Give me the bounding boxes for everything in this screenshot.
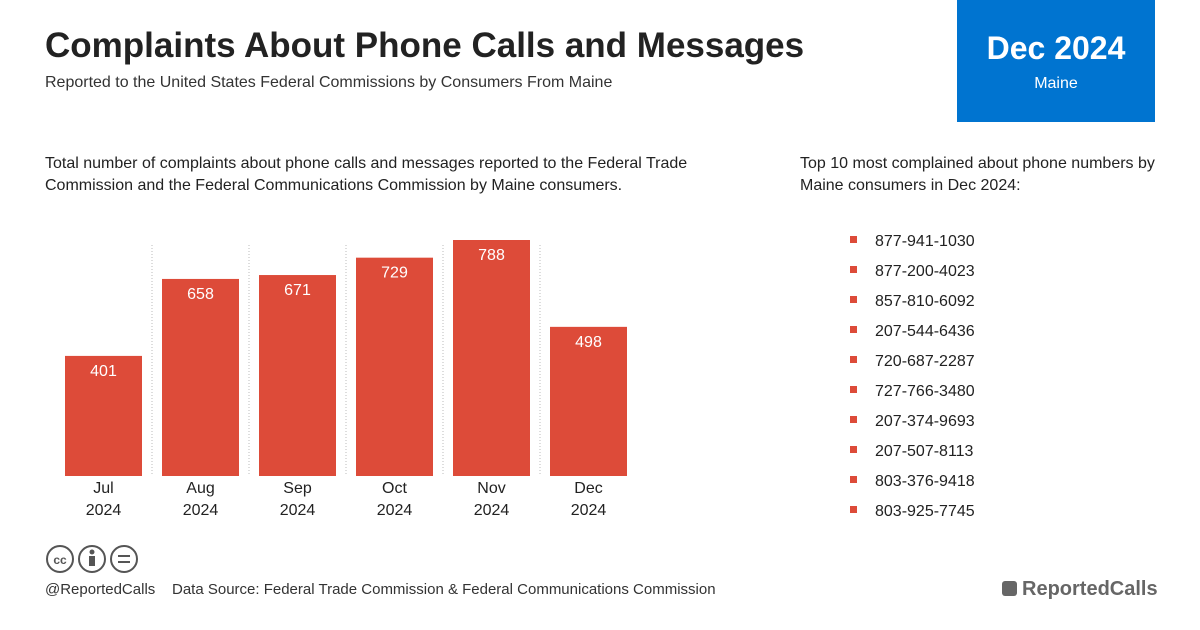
cc-icons: cc: [46, 545, 138, 573]
list-item: 803-376-9418: [850, 473, 975, 491]
badge-state: Maine: [1034, 75, 1078, 92]
phone-number: 877-941-1030: [875, 233, 975, 250]
x-tick-label: Nov 2024: [473, 480, 510, 519]
phone-number: 803-376-9418: [875, 473, 975, 490]
logo-icon: [1002, 581, 1017, 596]
list-item: 207-374-9693: [850, 413, 975, 431]
chart-description: Total number of complaints about phone c…: [45, 155, 688, 194]
list-item: 727-766-3480: [850, 383, 975, 401]
x-tick-label: Aug 2024: [182, 480, 219, 519]
bullet: [850, 446, 857, 454]
phone-number: 720-687-2287: [875, 353, 975, 370]
value-label: 658: [187, 286, 214, 303]
logo: ReportedCalls: [1002, 578, 1158, 601]
handle: @ReportedCalls: [45, 581, 156, 598]
bar: [162, 278, 239, 476]
x-tick-label: Dec 2024: [570, 480, 607, 519]
x-tick-label: Sep 2024: [279, 480, 316, 519]
phone-number: 857-810-6092: [875, 293, 975, 310]
bar: [259, 275, 336, 476]
bullet: [850, 476, 857, 484]
bar: [550, 326, 627, 476]
list-item: 720-687-2287: [850, 353, 975, 371]
list-item: 877-200-4023: [850, 263, 975, 281]
value-label: 729: [381, 265, 408, 282]
bullet: [850, 236, 857, 244]
value-label: 671: [284, 282, 311, 299]
list-item: 857-810-6092: [850, 293, 975, 311]
phone-number: 207-507-8113: [875, 443, 974, 460]
bullet: [850, 386, 857, 394]
source: Data Source: Federal Trade Commission & …: [172, 581, 716, 598]
bar: [356, 257, 433, 476]
list-description: Top 10 most complained about phone numbe…: [800, 155, 1155, 194]
badge: Dec 2024 Maine: [957, 0, 1155, 122]
value-label: 401: [90, 363, 117, 380]
badge-period: Dec 2024: [986, 30, 1126, 66]
bullet: [850, 266, 857, 274]
svg-text:cc: cc: [53, 553, 67, 567]
phone-number: 207-374-9693: [875, 413, 975, 430]
bullet: [850, 326, 857, 334]
phone-number: 877-200-4023: [875, 263, 975, 280]
bar: [453, 240, 530, 476]
value-label: 788: [478, 247, 505, 264]
list-item: 207-507-8113: [850, 443, 973, 461]
bullet: [850, 356, 857, 364]
x-tick-label: Oct 2024: [376, 480, 413, 519]
x-tick-label: Jul 2024: [85, 480, 122, 519]
phone-number: 207-544-6436: [875, 323, 975, 340]
phone-number: 803-925-7745: [875, 503, 975, 520]
phone-number: 727-766-3480: [875, 383, 975, 400]
title: Complaints About Phone Calls and Message…: [45, 26, 805, 65]
bullet: [850, 296, 857, 304]
logo-text: ReportedCalls: [1022, 578, 1158, 600]
bullet: [850, 416, 857, 424]
bullet: [850, 506, 857, 514]
list-item: 803-925-7745: [850, 503, 975, 521]
value-label: 498: [575, 334, 602, 351]
list-item: 207-544-6436: [850, 323, 975, 341]
bar: [65, 355, 142, 476]
subtitle: Reported to the United States Federal Co…: [45, 74, 613, 91]
list-item: 877-941-1030: [850, 233, 975, 251]
